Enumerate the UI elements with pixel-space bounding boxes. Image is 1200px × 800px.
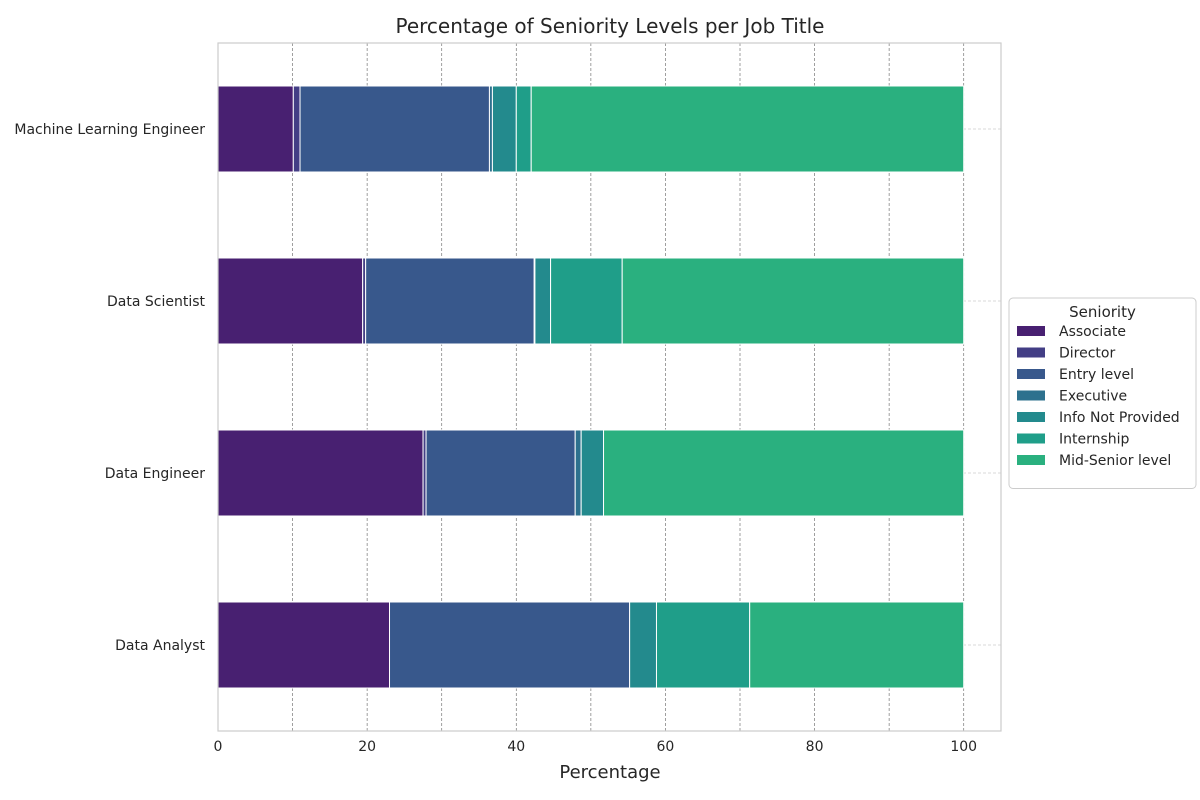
legend-swatch-director xyxy=(1017,347,1045,358)
x-tick-label: 60 xyxy=(657,739,675,755)
x-tick-label: 40 xyxy=(507,739,525,755)
legend-label-director: Director xyxy=(1059,346,1115,362)
legend-swatch-mid-senior-level xyxy=(1017,455,1045,465)
legend-swatch-entry-level xyxy=(1017,369,1045,379)
legend-label-mid-senior-level: Mid-Senior level xyxy=(1059,453,1171,469)
bar-data-analyst-info-not-provided xyxy=(629,601,657,689)
bar-data-engineer-entry-level xyxy=(425,429,576,517)
legend: Seniority Associate Director Entry level Exe… xyxy=(1008,297,1197,489)
legend-label-entry-level: Entry level xyxy=(1059,367,1134,383)
bar-data-scientist-info-not-provided xyxy=(534,257,552,345)
x-tick-label: 100 xyxy=(950,739,977,755)
x-tick-label: 0 xyxy=(214,739,223,755)
y-tick-label: Data Analyst xyxy=(115,638,205,654)
chart-title: Percentage of Seniority Levels per Job T… xyxy=(396,14,825,38)
x-tick-labels: 0 20 40 60 80 100 xyxy=(214,739,978,755)
legend-swatch-info-not-provided xyxy=(1017,412,1045,422)
legend-label-executive: Executive xyxy=(1059,389,1127,405)
bar-data-analyst-internship xyxy=(655,601,751,689)
y-tick-label: Data Engineer xyxy=(105,466,205,482)
bar-data-scientist-mid-senior-level xyxy=(621,257,965,345)
bar-data-engineer-mid-senior-level xyxy=(603,429,965,517)
y-tick-label: Machine Learning Engineer xyxy=(14,122,205,138)
legend-label-internship: Internship xyxy=(1059,432,1130,448)
bar-data-scientist-associate xyxy=(217,257,364,345)
legend-box xyxy=(1008,297,1197,489)
legend-label-associate: Associate xyxy=(1059,324,1126,340)
x-tick-label: 80 xyxy=(806,739,824,755)
x-axis-label: Percentage xyxy=(559,762,660,783)
bar-data-engineer-executive xyxy=(574,429,582,517)
plot-frame xyxy=(217,42,1002,732)
legend-swatch-associate xyxy=(1017,326,1045,336)
bar-machine-learning-engineer-director xyxy=(292,85,301,173)
legend-title: Seniority xyxy=(1069,303,1136,321)
legend-swatch-executive xyxy=(1017,390,1045,401)
bar-data-scientist-entry-level xyxy=(365,257,535,345)
bar-machine-learning-engineer-internship xyxy=(515,85,532,173)
x-tick-label: 20 xyxy=(358,739,376,755)
bar-data-scientist-internship xyxy=(550,257,623,345)
bar-machine-learning-engineer-associate xyxy=(217,85,294,173)
bar-data-engineer-info-not-provided xyxy=(580,429,605,517)
y-tick-label: Data Scientist xyxy=(107,294,206,310)
legend-swatch-internship xyxy=(1017,433,1045,444)
bar-data-engineer-associate xyxy=(217,429,424,517)
bar-machine-learning-engineer-info-not-provided xyxy=(491,85,517,173)
bar-data-analyst-associate xyxy=(217,601,391,689)
bars xyxy=(217,85,965,689)
legend-label-info-not-provided: Info Not Provided xyxy=(1059,410,1180,426)
bar-data-analyst-entry-level xyxy=(389,601,631,689)
bar-data-analyst-mid-senior-level xyxy=(749,601,965,689)
bar-machine-learning-engineer-mid-senior-level xyxy=(530,85,965,173)
bar-machine-learning-engineer-entry-level xyxy=(299,85,490,173)
y-tick-labels: Data Analyst Data Engineer Data Scientist M… xyxy=(14,122,205,654)
